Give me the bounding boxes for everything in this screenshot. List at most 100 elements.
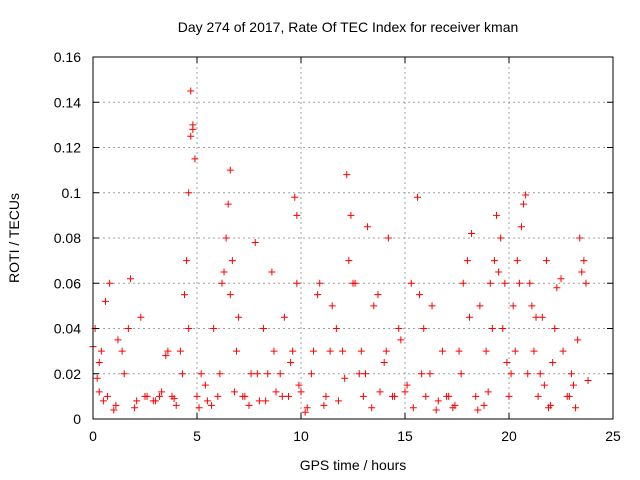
data-point bbox=[413, 193, 421, 201]
data-point bbox=[455, 347, 463, 355]
data-point bbox=[287, 358, 295, 366]
data-point bbox=[99, 397, 107, 405]
data-point bbox=[565, 392, 573, 400]
data-point bbox=[517, 223, 525, 231]
data-point bbox=[224, 200, 232, 208]
x-tick-label: 5 bbox=[193, 428, 201, 444]
data-point bbox=[262, 397, 270, 405]
x-tick-label: 10 bbox=[293, 428, 309, 444]
data-point bbox=[357, 347, 365, 355]
data-point bbox=[181, 291, 189, 299]
data-point bbox=[218, 279, 226, 287]
data-point bbox=[201, 381, 209, 389]
data-point bbox=[303, 404, 311, 412]
data-point bbox=[584, 377, 592, 385]
data-point bbox=[326, 347, 334, 355]
data-point bbox=[574, 336, 582, 344]
data-point bbox=[322, 392, 330, 400]
data-point bbox=[428, 302, 436, 310]
data-point bbox=[407, 279, 415, 287]
data-point bbox=[513, 257, 521, 265]
y-tick-label: 0.12 bbox=[54, 140, 81, 156]
y-tick-labels: 0 0.02 0.04 0.06 0.08 0.1 0.12 0.14 0.16 bbox=[54, 49, 81, 427]
data-point bbox=[193, 392, 201, 400]
data-point bbox=[226, 166, 234, 174]
y-axis-label: ROTI / TECUs bbox=[6, 193, 22, 283]
data-point bbox=[278, 392, 286, 400]
data-point bbox=[497, 234, 505, 242]
data-point bbox=[486, 279, 494, 287]
data-point bbox=[230, 388, 238, 396]
data-point bbox=[567, 370, 575, 378]
data-point bbox=[104, 392, 112, 400]
data-point bbox=[245, 401, 253, 409]
data-point bbox=[280, 313, 288, 321]
data-point bbox=[307, 370, 315, 378]
chart-title: Day 274 of 2017, Rate Of TEC Index for r… bbox=[178, 19, 519, 35]
data-point bbox=[293, 279, 301, 287]
y-tick-label: 0.1 bbox=[62, 185, 82, 201]
data-point bbox=[418, 370, 426, 378]
data-point bbox=[578, 268, 586, 276]
data-point bbox=[178, 370, 186, 378]
data-point bbox=[380, 358, 388, 366]
data-point bbox=[389, 392, 397, 400]
data-point bbox=[293, 211, 301, 219]
data-point bbox=[118, 347, 126, 355]
data-point bbox=[499, 325, 507, 332]
data-point bbox=[553, 284, 561, 292]
data-point bbox=[239, 392, 247, 400]
data-point bbox=[445, 392, 453, 400]
data-point bbox=[484, 388, 492, 396]
data-point bbox=[185, 325, 193, 332]
data-point bbox=[468, 229, 476, 237]
data-point bbox=[270, 347, 278, 355]
data-point bbox=[226, 291, 234, 299]
y-tick-label: 0.14 bbox=[54, 94, 81, 110]
data-point bbox=[316, 279, 324, 287]
data-point bbox=[538, 313, 546, 321]
data-point bbox=[364, 223, 372, 231]
data-point bbox=[320, 401, 328, 409]
data-point bbox=[572, 404, 580, 412]
data-point bbox=[156, 392, 164, 400]
data-point bbox=[580, 257, 588, 265]
data-point bbox=[197, 370, 205, 378]
data-point bbox=[158, 388, 166, 396]
data-point bbox=[515, 279, 523, 287]
data-point bbox=[409, 404, 417, 412]
data-point bbox=[438, 347, 446, 355]
data-point bbox=[110, 406, 118, 414]
data-point bbox=[457, 370, 465, 378]
data-point bbox=[540, 381, 548, 389]
data-point bbox=[276, 370, 284, 378]
data-point bbox=[222, 234, 230, 242]
data-point bbox=[295, 381, 303, 389]
data-point bbox=[432, 406, 440, 414]
data-point bbox=[397, 336, 405, 344]
data-point bbox=[189, 121, 197, 129]
data-point bbox=[260, 325, 268, 332]
x-tick-labels: 0 5 10 15 20 25 bbox=[89, 428, 621, 444]
data-point bbox=[368, 404, 376, 412]
data-point bbox=[482, 347, 490, 355]
data-point bbox=[480, 401, 488, 409]
data-point bbox=[582, 279, 590, 287]
data-point bbox=[509, 302, 517, 310]
data-point bbox=[451, 401, 459, 409]
data-point bbox=[95, 388, 103, 396]
data-point bbox=[124, 325, 132, 332]
x-tick-label: 15 bbox=[397, 428, 413, 444]
data-point bbox=[343, 171, 351, 179]
data-point bbox=[183, 257, 191, 265]
data-point bbox=[268, 268, 276, 276]
data-point bbox=[297, 388, 305, 396]
y-tick-label: 0.04 bbox=[54, 321, 81, 337]
data-point bbox=[301, 408, 309, 416]
y-tick-label: 0.06 bbox=[54, 275, 81, 291]
data-point bbox=[97, 347, 105, 355]
data-point bbox=[170, 395, 178, 403]
data-point bbox=[549, 358, 557, 366]
data-point bbox=[551, 325, 559, 332]
data-point bbox=[459, 279, 467, 287]
